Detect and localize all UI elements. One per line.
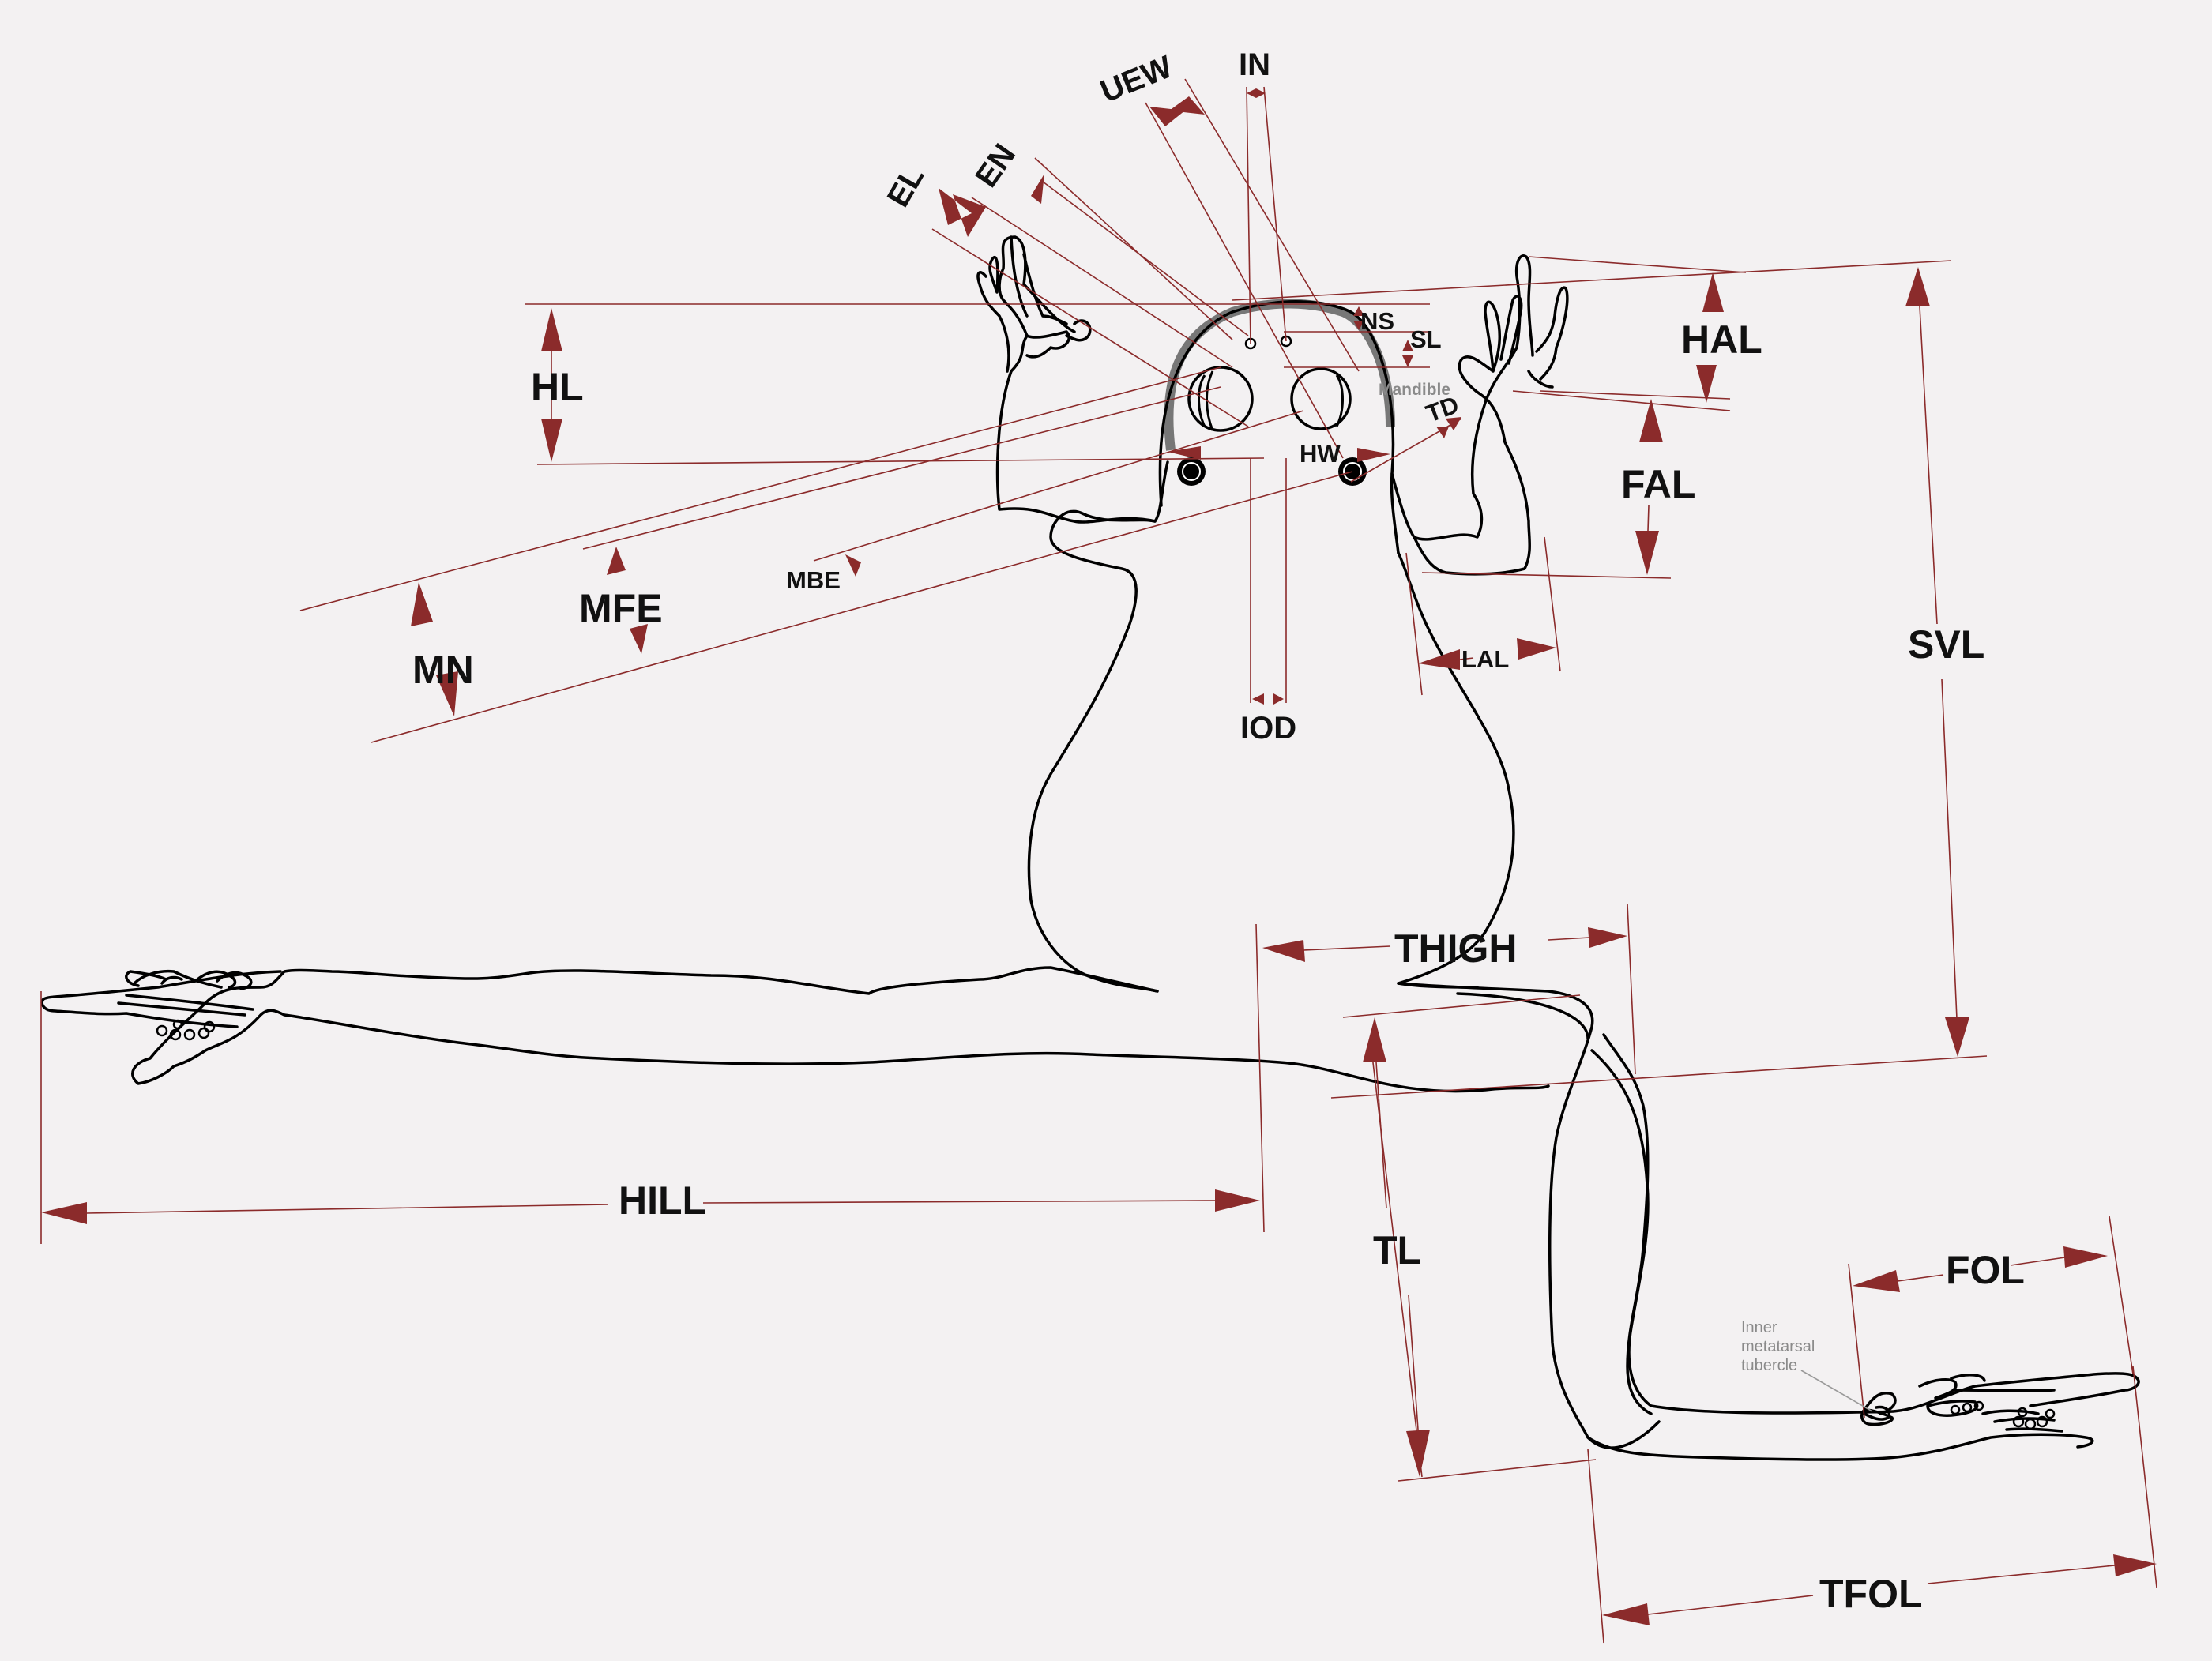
inner-metatarsal-pointer [1800, 1370, 1873, 1412]
uew-arrow [1149, 96, 1205, 126]
left-tympanum-hl [1182, 462, 1201, 481]
fal-arrow [1635, 399, 1663, 575]
label-hl: HL [531, 365, 584, 409]
label-thigh: THIGH [1394, 926, 1518, 971]
left-hind-leg [131, 966, 1550, 1093]
label-mn: MN [412, 648, 474, 692]
left-arm [995, 334, 1157, 524]
label-mfe: MFE [579, 586, 663, 630]
lal-arrow [1418, 638, 1556, 670]
mn-arrow [411, 582, 458, 716]
mbe-arrow [845, 554, 861, 577]
fol-arrow [1853, 1246, 2108, 1292]
right-hand [1413, 254, 1569, 576]
measurement-labels: IN UEW EN EL NS SL Mandible TD HW HL HAL… [412, 47, 2025, 1616]
td-arrow [1436, 417, 1462, 438]
label-uew: UEW [1096, 49, 1177, 109]
in-arrow [1247, 88, 1266, 98]
right-shank [1586, 1049, 2140, 1461]
label-hill: HILL [619, 1178, 706, 1223]
right-hind-leg [1397, 982, 1661, 1449]
en-arrow [1031, 174, 1044, 204]
label-hw: HW [1300, 440, 1341, 468]
label-el: EL [881, 160, 931, 212]
sl-arrow [1402, 340, 1413, 367]
label-sl: SL [1410, 325, 1442, 353]
label-tfol: TFOL [1819, 1572, 1923, 1616]
head-outline [1158, 300, 1400, 554]
right-foot [1863, 1374, 2063, 1433]
label-svl: SVL [1908, 622, 1984, 667]
label-mandible: Mandible [1379, 381, 1450, 399]
label-in: IN [1239, 47, 1270, 82]
right-eye-ring [1335, 374, 1344, 427]
measurement-lines [40, 78, 2157, 1644]
left-foot [40, 969, 282, 1028]
label-hal: HAL [1681, 318, 1762, 362]
hl-arrow [541, 308, 562, 462]
right-foot-tubercles [1950, 1400, 2056, 1430]
iod-arrow [1252, 693, 1284, 705]
label-inner-metatarsal-1: Inner [1741, 1319, 1778, 1336]
right-arm [1390, 346, 1518, 541]
label-mbe: MBE [786, 566, 841, 594]
label-fol: FOL [1946, 1248, 2025, 1292]
hal-arrow [1696, 272, 1724, 403]
left-eye-ring [1198, 370, 1214, 431]
left-foot-tubercles [156, 1019, 216, 1041]
measurement-arrows [41, 88, 2157, 1625]
body-left-side [1027, 460, 1169, 993]
label-iod: IOD [1240, 711, 1296, 746]
inner-metatarsal-tubercle-shape [1860, 1408, 1894, 1426]
label-en: EN [969, 137, 1022, 194]
right-eye [1290, 367, 1352, 430]
label-inner-metatarsal-2: metatarsal [1741, 1338, 1815, 1355]
label-fal: FAL [1621, 462, 1695, 506]
label-inner-metatarsal-3: tubercle [1741, 1357, 1797, 1374]
el-arrow [939, 188, 986, 237]
tl-arrow [1363, 1017, 1430, 1477]
left-hand [976, 235, 1092, 373]
left-tympanum [1177, 457, 1206, 486]
thigh-arrow [1262, 927, 1627, 962]
label-lal: LAL [1462, 645, 1509, 673]
ns-arrow [1353, 306, 1364, 330]
label-tl: TL [1373, 1228, 1421, 1272]
body-right-side [1397, 551, 1515, 989]
mfe-arrow [607, 547, 648, 654]
frog-outline [40, 235, 2140, 1461]
label-ns: NS [1360, 307, 1394, 335]
